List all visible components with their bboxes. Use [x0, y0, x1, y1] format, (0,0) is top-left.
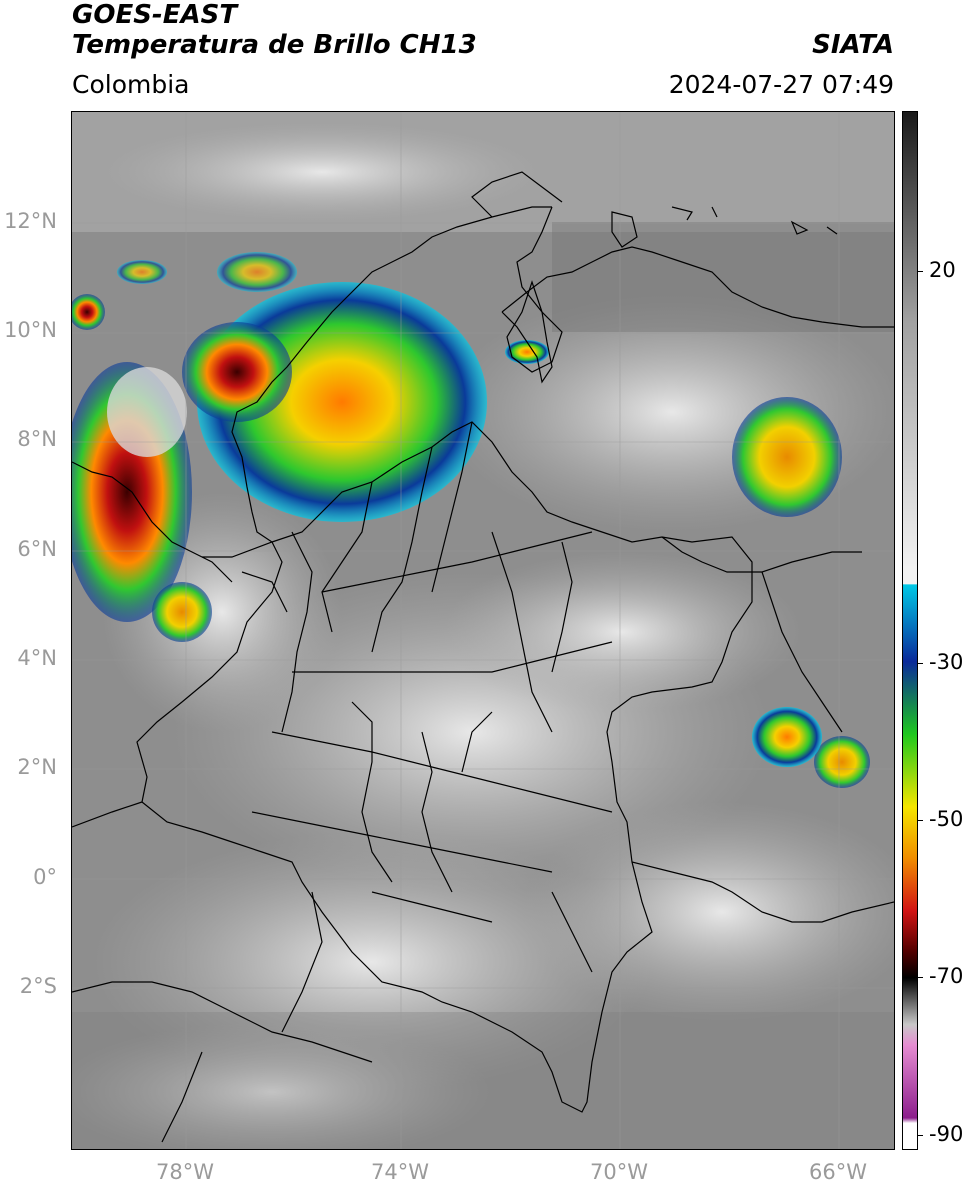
- colorbar-label-20: 20: [929, 258, 956, 282]
- title-satellite: GOES-EAST: [72, 0, 238, 30]
- lat-label-4n: 4°N: [17, 646, 57, 670]
- lat-label-8n: 8°N: [17, 427, 57, 451]
- lat-label-10n: 10°N: [4, 318, 57, 342]
- colorbar-tick: [917, 820, 923, 821]
- source-label: SIATA: [812, 30, 894, 60]
- colorbar-tick: [917, 977, 923, 978]
- lon-label-78w: 78°W: [156, 1160, 214, 1184]
- lon-label-74w: 74°W: [371, 1160, 429, 1184]
- satellite-map[interactable]: [71, 111, 895, 1150]
- lat-label-12n: 12°N: [4, 209, 57, 233]
- colorbar-label-minus90: -90: [929, 1122, 964, 1146]
- datetime-label: 2024-07-27 07:49: [668, 70, 894, 99]
- colorbar-tick: [917, 663, 923, 664]
- colorbar-tick: [917, 1135, 923, 1136]
- lon-label-70w: 70°W: [590, 1160, 648, 1184]
- colorbar-label-minus70: -70: [929, 964, 964, 988]
- colorbar-label-minus30: -30: [929, 650, 964, 674]
- satellite-image: [72, 112, 894, 1149]
- title-product: Temperatura de Brillo CH13: [72, 30, 477, 60]
- lat-label-6n: 6°N: [17, 537, 57, 561]
- temperature-colorbar: [902, 111, 918, 1150]
- lat-label-2s: 2°S: [19, 974, 57, 998]
- region-label: Colombia: [72, 70, 190, 99]
- colorbar-label-minus50: -50: [929, 807, 964, 831]
- lat-label-0: 0°: [33, 865, 57, 889]
- colorbar-tick: [917, 271, 923, 272]
- lat-label-2n: 2°N: [17, 755, 57, 779]
- lon-label-66w: 66°W: [809, 1160, 867, 1184]
